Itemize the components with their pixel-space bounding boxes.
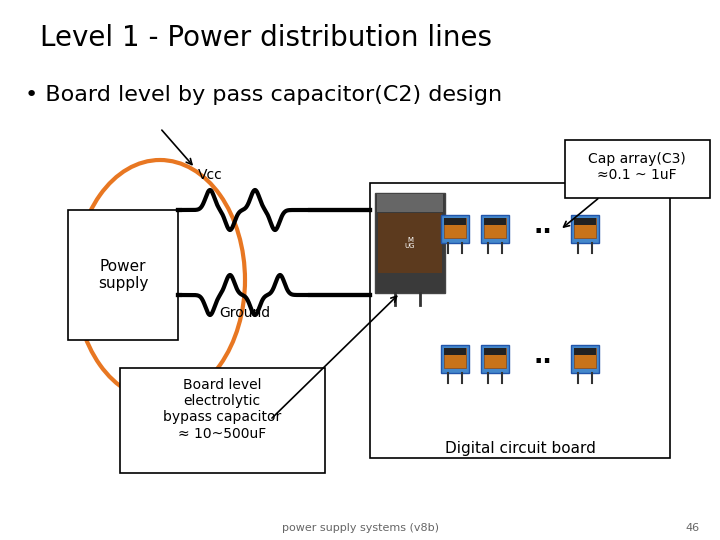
FancyBboxPatch shape	[444, 218, 466, 238]
FancyBboxPatch shape	[375, 193, 445, 293]
FancyBboxPatch shape	[441, 215, 469, 243]
Text: ··: ··	[534, 350, 552, 374]
Text: Digital circuit board: Digital circuit board	[444, 441, 595, 456]
FancyBboxPatch shape	[574, 218, 596, 225]
Text: • Board level by pass capacitor(C2) design: • Board level by pass capacitor(C2) desi…	[25, 85, 502, 105]
Text: Cap array(C3)
≈0.1 ~ 1uF: Cap array(C3) ≈0.1 ~ 1uF	[588, 152, 686, 182]
FancyBboxPatch shape	[484, 218, 506, 225]
FancyBboxPatch shape	[484, 218, 506, 238]
FancyBboxPatch shape	[444, 348, 466, 368]
FancyBboxPatch shape	[378, 213, 442, 273]
FancyBboxPatch shape	[574, 348, 596, 355]
FancyBboxPatch shape	[481, 345, 509, 373]
FancyBboxPatch shape	[370, 183, 670, 458]
FancyBboxPatch shape	[444, 218, 466, 225]
Text: 46: 46	[686, 523, 700, 533]
FancyBboxPatch shape	[481, 215, 509, 243]
FancyBboxPatch shape	[484, 348, 506, 368]
Text: M
UG: M UG	[405, 237, 415, 249]
Text: Board level
electrolytic
bypass capacitor
≈ 10~500uF: Board level electrolytic bypass capacito…	[163, 378, 281, 441]
FancyBboxPatch shape	[68, 210, 178, 340]
Text: power supply systems (v8b): power supply systems (v8b)	[282, 523, 438, 533]
FancyBboxPatch shape	[377, 194, 443, 212]
FancyBboxPatch shape	[484, 348, 506, 355]
FancyBboxPatch shape	[120, 368, 325, 473]
FancyBboxPatch shape	[441, 345, 469, 373]
FancyBboxPatch shape	[574, 348, 596, 368]
Text: Vcc: Vcc	[197, 168, 222, 182]
Text: Power
supply: Power supply	[98, 259, 148, 291]
FancyBboxPatch shape	[565, 140, 710, 198]
FancyBboxPatch shape	[571, 215, 599, 243]
FancyBboxPatch shape	[574, 218, 596, 238]
Text: ··: ··	[534, 220, 552, 244]
Text: Ground: Ground	[220, 306, 271, 320]
FancyBboxPatch shape	[571, 345, 599, 373]
FancyBboxPatch shape	[444, 348, 466, 355]
Text: Level 1 - Power distribution lines: Level 1 - Power distribution lines	[40, 24, 492, 52]
